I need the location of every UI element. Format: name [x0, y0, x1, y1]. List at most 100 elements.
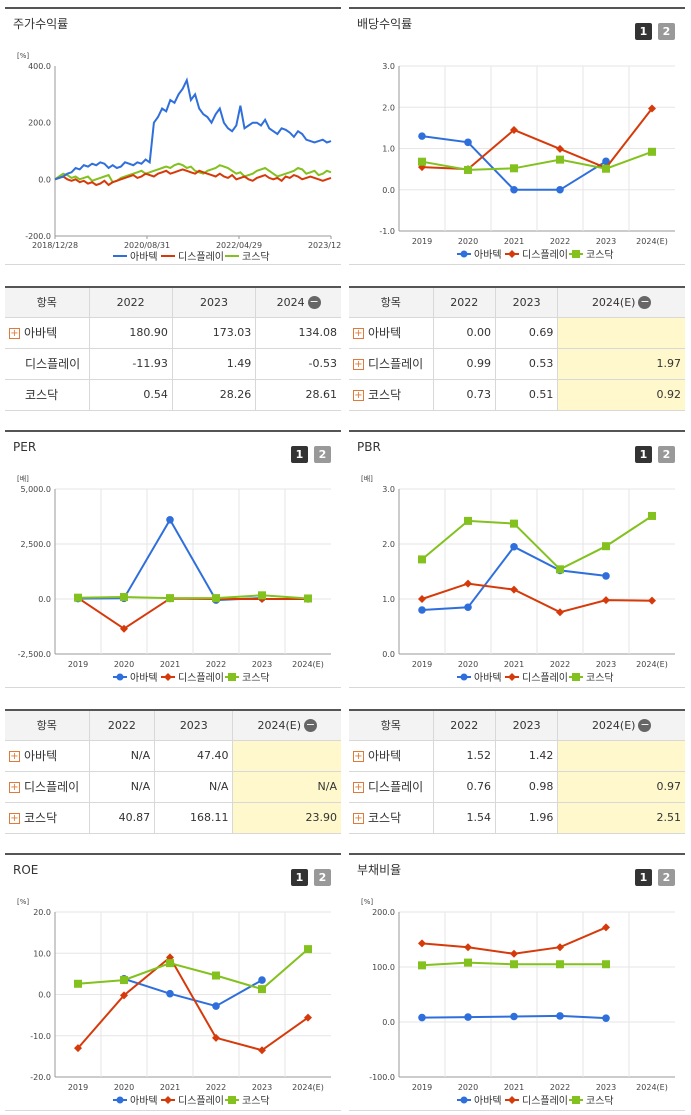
- pager-button-1[interactable]: 1: [291, 869, 308, 886]
- point-아바텍-2: [510, 542, 518, 551]
- legend-item-코스닥[interactable]: 코스닥: [225, 251, 270, 263]
- row-label-cell: + 디스플레이: [349, 771, 433, 803]
- table-row: + 디스플레이 0.76 0.98 0.97: [349, 771, 685, 803]
- table-cell: N/A: [232, 771, 341, 803]
- expand-icon[interactable]: +: [9, 813, 20, 824]
- pager-button-1[interactable]: 1: [635, 869, 652, 886]
- line-chart: 3.0 2.0 1.0 0.0 -1.0 2019 2020 2021 2022 2023 2024…: [379, 62, 675, 261]
- expand-icon[interactable]: +: [9, 782, 20, 793]
- point-디스플레이-5: [304, 1013, 312, 1022]
- legend-item-디스플레이[interactable]: 디스플레이: [505, 672, 568, 684]
- expand-icon[interactable]: +: [353, 359, 364, 370]
- unit-label: [%]: [17, 52, 29, 60]
- column-header: 2024−: [255, 287, 341, 318]
- table-row: + 디스플레이 0.99 0.53 1.97: [349, 348, 685, 380]
- collapse-icon[interactable]: −: [638, 295, 652, 309]
- legend-item-디스플레이[interactable]: 디스플레이: [161, 1095, 224, 1107]
- legend-label: 코스닥: [586, 249, 614, 261]
- expand-icon[interactable]: +: [353, 328, 364, 339]
- column-header-label: 2023: [179, 718, 208, 732]
- legend-item-코스닥[interactable]: 코스닥: [569, 1095, 614, 1107]
- legend-item-디스플레이[interactable]: 디스플레이: [505, 249, 568, 261]
- legend-item-디스플레이[interactable]: 디스플레이: [505, 1095, 568, 1107]
- table-cell: 1.97: [557, 348, 685, 380]
- x-tick-label: 2020: [114, 660, 134, 669]
- pager-button-2[interactable]: 2: [658, 23, 675, 40]
- y-tick-label: 10.0: [33, 949, 51, 958]
- pager-button-1[interactable]: 1: [635, 446, 652, 463]
- legend-item-코스닥[interactable]: 코스닥: [225, 1095, 270, 1107]
- point-코스닥-0: [74, 593, 82, 602]
- chart-area: 3.0 2.0 1.0 0.0 -1.0 2019 2020 2021 2022 2023 2024…: [349, 41, 685, 265]
- column-header-label: 2023: [512, 295, 541, 309]
- point-코스닥-2: [510, 519, 518, 528]
- legend-label: 코스닥: [242, 251, 270, 263]
- x-tick-label: 2024(E): [292, 660, 324, 669]
- y-tick-label: -10.0: [30, 1032, 51, 1041]
- point-코스닥-5: [648, 511, 656, 520]
- row-label: 아바텍: [368, 749, 402, 763]
- collapse-icon[interactable]: −: [638, 718, 652, 732]
- collapse-icon[interactable]: −: [303, 718, 317, 732]
- collapse-icon[interactable]: −: [307, 295, 321, 309]
- column-header: 항목: [5, 710, 89, 741]
- series-line-코스닥: [77, 948, 309, 991]
- x-tick-label: 2022/04/29: [216, 241, 262, 250]
- legend-item-디스플레이[interactable]: 디스플레이: [161, 251, 224, 263]
- point-아바텍-4: [258, 976, 266, 984]
- point-아바텍-2: [510, 1012, 518, 1021]
- pager-button-2[interactable]: 2: [314, 446, 331, 463]
- point-코스닥-1: [464, 165, 472, 174]
- expand-icon[interactable]: +: [353, 390, 364, 401]
- legend-label: 코스닥: [586, 672, 614, 684]
- row-label-cell: + 아바텍: [5, 740, 89, 772]
- legend-label: 아바텍: [474, 672, 502, 684]
- point-코스닥-1: [120, 593, 128, 602]
- column-header-label: 2022: [107, 718, 136, 732]
- legend-item-코스닥[interactable]: 코스닥: [225, 672, 270, 684]
- table-cell: -11.93: [88, 348, 173, 380]
- legend-item-아바텍[interactable]: 아바텍: [113, 672, 158, 684]
- legend-item-아바텍[interactable]: 아바텍: [457, 249, 502, 261]
- expand-icon[interactable]: +: [353, 782, 364, 793]
- legend-item-아바텍[interactable]: 아바텍: [457, 672, 502, 684]
- column-header-label: 2023: [512, 718, 541, 732]
- pager-button-2[interactable]: 2: [658, 446, 675, 463]
- table-cell: 0.76: [432, 771, 496, 803]
- expand-icon[interactable]: +: [353, 751, 364, 762]
- point-아바텍-4: [602, 572, 610, 580]
- y-tick-label: 1.0: [382, 595, 395, 604]
- row-label-cell: + 아바텍: [5, 317, 89, 349]
- point-디스플레이-3: [556, 608, 564, 617]
- point-코스닥-0: [74, 979, 82, 988]
- legend-item-아바텍[interactable]: 아바텍: [457, 1095, 502, 1107]
- legend-item-아바텍[interactable]: 아바텍: [113, 251, 158, 263]
- column-header: 2023: [154, 710, 233, 741]
- expand-icon[interactable]: +: [353, 813, 364, 824]
- pager-button-2[interactable]: 2: [314, 869, 331, 886]
- pager-button-2[interactable]: 2: [658, 869, 675, 886]
- legend-item-코스닥[interactable]: 코스닥: [569, 249, 614, 261]
- legend-label: 아바텍: [130, 672, 158, 684]
- expand-icon[interactable]: +: [9, 751, 20, 762]
- pager-button-1[interactable]: 1: [635, 23, 652, 40]
- point-아바텍-3: [556, 185, 564, 194]
- legend-label: 코스닥: [242, 1095, 270, 1107]
- panel-title: 부채비율: [357, 863, 402, 877]
- legend-item-디스플레이[interactable]: 디스플레이: [161, 672, 224, 684]
- pager-button-1[interactable]: 1: [291, 446, 308, 463]
- y-tick-label: -2,500.0: [18, 650, 51, 659]
- y-tick-label: 0.0: [38, 991, 51, 1000]
- x-tick-label: 2022: [550, 237, 570, 246]
- x-tick-label: 2024(E): [636, 237, 668, 246]
- point-코스닥-4: [602, 164, 610, 173]
- point-디스플레이-0: [418, 939, 426, 948]
- table-cell: 0.97: [557, 771, 685, 803]
- legend-item-아바텍[interactable]: 아바텍: [113, 1095, 158, 1107]
- legend-item-코스닥[interactable]: 코스닥: [569, 672, 614, 684]
- table-cell: 1.54: [432, 802, 496, 834]
- y-tick-label: 0.0: [382, 1018, 395, 1027]
- series-line-아바텍: [421, 545, 607, 611]
- table-cell: 28.61: [255, 379, 341, 411]
- expand-icon[interactable]: +: [9, 328, 20, 339]
